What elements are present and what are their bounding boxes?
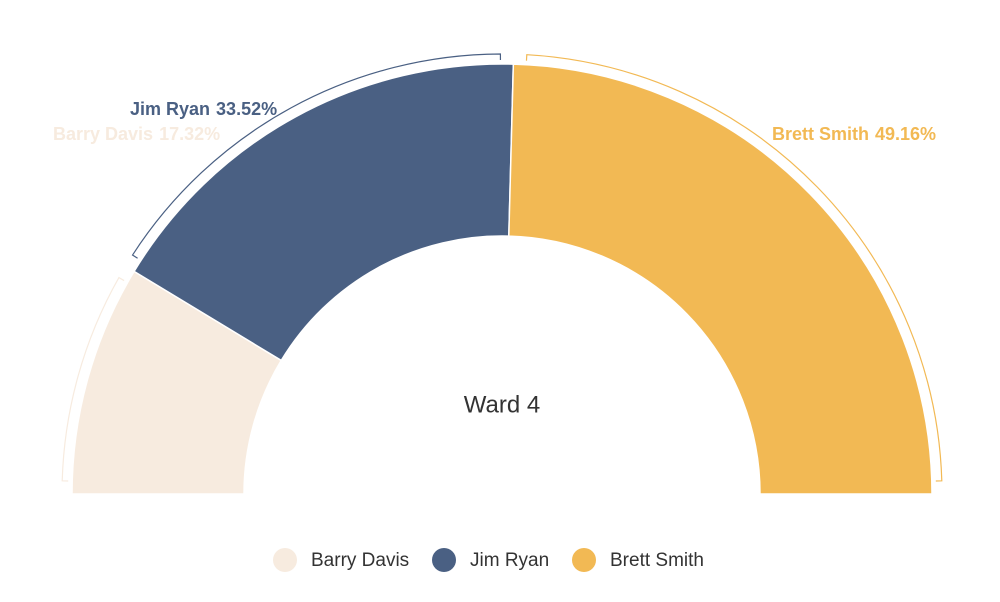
slice-label: Barry Davis 17.32% (53, 124, 220, 144)
leader-line (61, 276, 125, 482)
slice-label-value: 17.32% (159, 124, 220, 144)
legend-swatch (273, 548, 297, 572)
slice-label-name: Barry Davis (53, 124, 153, 144)
slice (133, 63, 515, 362)
legend-swatch (432, 548, 456, 572)
slice (508, 63, 933, 495)
slice-label-name: Jim Ryan (130, 99, 210, 119)
legend-swatch (572, 548, 596, 572)
chart-title: Ward 4 (464, 391, 540, 418)
legend-label: Barry Davis (311, 550, 409, 571)
slice-label: Jim Ryan 33.52% (130, 99, 277, 119)
slice-label-value: 33.52% (216, 99, 277, 119)
leader-line (525, 54, 943, 482)
slice-label: Brett Smith 49.16% (772, 124, 936, 144)
legend-label: Jim Ryan (470, 550, 549, 571)
slice-label-name: Brett Smith (772, 124, 869, 144)
legend-label: Brett Smith (610, 550, 704, 571)
slice-label-value: 49.16% (875, 124, 936, 144)
leader-line (131, 53, 502, 259)
